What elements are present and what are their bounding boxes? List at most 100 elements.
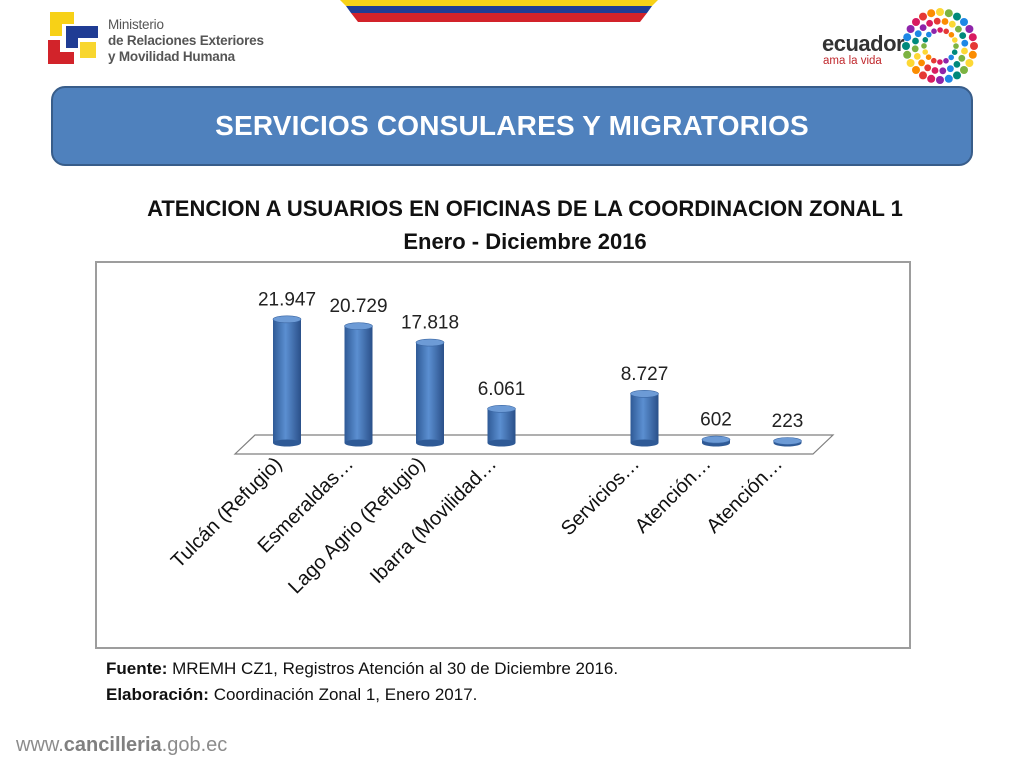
wheel-dot (906, 59, 915, 67)
wheel-dot (922, 37, 929, 43)
wheel-dot (961, 39, 969, 47)
wheel-dot (912, 37, 919, 45)
source-line: Fuente: MREMH CZ1, Registros Atención al… (106, 656, 618, 682)
bar-1 (344, 322, 373, 447)
bar-top (701, 435, 731, 444)
chart-subtitle: Enero - Diciembre 2016 (403, 229, 647, 254)
bar-3 (487, 405, 516, 447)
bar-body (273, 319, 301, 443)
wheel-dot (918, 59, 925, 67)
ministry-line-1: Ministerio (108, 17, 164, 32)
ministry-line-3: y Movilidad Humana (108, 49, 235, 64)
wheel-dot (931, 28, 937, 34)
wheel-dot (936, 76, 944, 84)
fuente-label: Fuente: (106, 659, 168, 678)
wheel-dot (919, 71, 927, 80)
ecuador-word: ecuador (822, 31, 905, 56)
flag-blue-stripe (346, 6, 652, 13)
bar-body (630, 393, 659, 443)
bar-top (272, 315, 302, 324)
website-domain: cancilleria (63, 734, 162, 756)
wheel-dot (948, 54, 954, 61)
bar-2 (415, 338, 445, 447)
wheel-dot (914, 30, 922, 38)
flag-red-stripe (351, 13, 647, 22)
wheel-dot (912, 66, 920, 74)
bar-base (416, 439, 444, 447)
data-label: 17.818 (401, 313, 459, 334)
wheel-dot (941, 18, 949, 25)
wheel-dot (919, 24, 927, 31)
wheel-dot (948, 20, 956, 28)
source-notes: Fuente: MREMH CZ1, Registros Atención al… (106, 656, 618, 708)
bar-top (630, 390, 659, 398)
chart-title: ATENCION A USUARIOS EN OFICINAS DE LA CO… (147, 196, 903, 221)
banner-title: SERVICIOS CONSULARES Y MIGRATORIOS (215, 110, 809, 141)
flag-band (340, 0, 658, 22)
wheel-dot (965, 59, 974, 67)
elaboracion-label: Elaboración: (106, 685, 209, 704)
chart-title-block: ATENCION A USUARIOS EN OFICINAS DE LA CO… (60, 192, 990, 258)
chart-frame (95, 261, 911, 649)
bar-base (273, 439, 301, 447)
wheel-dot (953, 43, 959, 49)
wheel-dot (933, 17, 941, 25)
wheel-dot (944, 9, 953, 18)
bar-base (487, 439, 516, 447)
bar-body (344, 326, 373, 443)
ministry-line-2: de Relaciones Exteriores (108, 33, 264, 48)
fuente-text: MREMH CZ1, Registros Atención al 30 de D… (167, 659, 619, 678)
wheel-dot (961, 47, 968, 55)
elaboracion-text: Coordinación Zonal 1, Enero 2017. (208, 685, 478, 704)
wheel-dot (965, 25, 974, 33)
website-link[interactable]: www.cancilleria.gob.ec (16, 734, 227, 757)
data-label: 602 (700, 410, 732, 431)
wheel-dot (927, 74, 936, 83)
bar-top (487, 405, 516, 413)
data-label: 6.061 (478, 379, 526, 400)
bar-body (487, 408, 516, 443)
x-tick-label: Atención… (631, 453, 716, 538)
wheel-dot (968, 50, 977, 59)
bar-top (773, 437, 802, 445)
wheel-dot (936, 8, 944, 16)
wheel-dot (948, 32, 955, 38)
wheel-dot (911, 45, 919, 53)
x-tick-label: Ibarra (Movilidad… (366, 453, 501, 588)
wheel-dot (953, 12, 961, 21)
wheel-dot (926, 31, 932, 38)
wheel-dot (925, 54, 932, 60)
wheel-dot (970, 42, 978, 50)
bar-top (415, 338, 445, 347)
wheel-dot (902, 42, 910, 50)
wheel-dot (953, 61, 961, 68)
bar-top (344, 322, 373, 330)
wheel-dot (926, 19, 933, 27)
wheel-dot (937, 27, 943, 33)
ministry-name: Ministerio de Relaciones Exteriores y Mo… (108, 17, 264, 65)
wheel-dot (927, 9, 936, 18)
wheel-dot (947, 65, 954, 73)
wheel-dot (951, 49, 958, 55)
bar-base (630, 439, 659, 447)
bar-body (416, 342, 444, 443)
bar-5 (630, 390, 659, 447)
wheel-dot (931, 57, 937, 64)
wheel-dot (912, 18, 920, 26)
x-tick-label: Servicios… (557, 453, 644, 540)
wheel-dot (922, 49, 928, 55)
website-prefix: www. (16, 734, 64, 756)
wheel-dot (937, 59, 943, 65)
x-tick-label: Lago Agrio (Refugio) (284, 453, 429, 598)
wheel-dot (913, 53, 921, 60)
data-label: 8.727 (621, 364, 669, 385)
wheel-dot (903, 33, 912, 42)
flag-yellow-stripe (340, 0, 658, 6)
ecuador-wheel-icon (902, 8, 978, 84)
wheel-dot (939, 67, 947, 75)
bar-0 (272, 315, 302, 447)
wheel-dot (968, 33, 977, 42)
ecuador-tagline: ama la vida (823, 55, 882, 67)
elaboration-line: Elaboración: Coordinación Zonal 1, Enero… (106, 682, 618, 708)
wheel-dot (903, 50, 912, 59)
